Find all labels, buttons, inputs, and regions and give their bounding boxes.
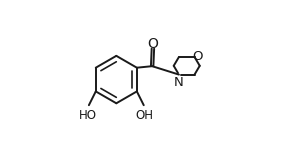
Text: O: O <box>148 37 158 51</box>
Text: N: N <box>174 76 184 89</box>
Text: OH: OH <box>135 109 153 122</box>
Text: O: O <box>192 50 202 63</box>
Text: HO: HO <box>79 109 97 122</box>
